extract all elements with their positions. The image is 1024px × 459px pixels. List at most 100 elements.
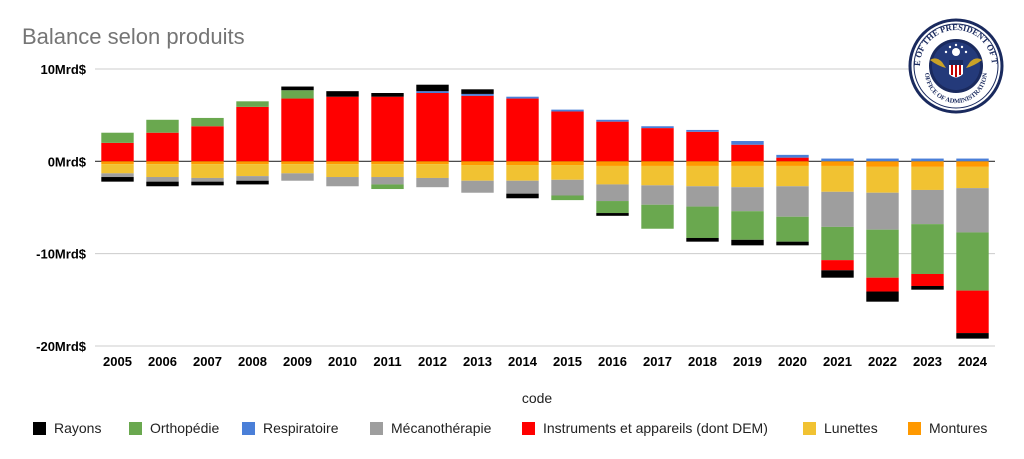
bar-segment <box>506 193 539 199</box>
bar-segment <box>596 213 629 216</box>
bar-segment <box>416 161 449 165</box>
bar-segment <box>686 131 719 162</box>
bar-segment <box>101 164 134 174</box>
x-tick-label: 2019 <box>733 354 762 369</box>
bar-segment <box>326 161 359 165</box>
bar-segment <box>551 161 584 166</box>
bar-segment <box>731 141 764 145</box>
bar-segment <box>776 161 809 166</box>
bar-segment <box>236 180 269 185</box>
bar-segment <box>191 117 224 127</box>
bar-segment <box>821 161 854 166</box>
bar-segment <box>911 161 944 167</box>
bar-segment <box>821 158 854 162</box>
x-tick-label: 2023 <box>913 354 942 369</box>
legend-item[interactable]: Orthopédie <box>129 420 219 436</box>
bar-segment <box>461 161 494 166</box>
chart-title: Balance selon produits <box>22 24 245 49</box>
legend-swatch <box>129 422 142 435</box>
bar-segment <box>506 98 539 162</box>
bar-segment <box>101 161 134 165</box>
x-tick-label: 2009 <box>283 354 312 369</box>
x-tick-label: 2007 <box>193 354 222 369</box>
bar-segment <box>551 111 584 162</box>
bar-segment <box>461 89 494 94</box>
bar-segment <box>506 180 539 194</box>
bar-segment <box>461 180 494 193</box>
bar-segment <box>776 241 809 246</box>
bar-segment <box>641 165 674 186</box>
bar-segment <box>776 186 809 217</box>
bar-segment <box>191 177 224 182</box>
bar-segment <box>686 186 719 207</box>
bar-segment <box>146 132 179 162</box>
bar-segment <box>191 126 224 162</box>
bar-segment <box>866 166 899 193</box>
x-tick-label: 2016 <box>598 354 627 369</box>
bar-segment <box>191 181 224 186</box>
bar-segment <box>371 161 404 165</box>
legend-swatch <box>522 422 535 435</box>
bar-segment <box>146 119 179 133</box>
bar-segment <box>956 161 989 167</box>
bar-segment <box>236 161 269 165</box>
bar-segment <box>956 188 989 233</box>
bar-segment <box>416 91 449 94</box>
bar-segment <box>596 184 629 202</box>
bar-segment <box>866 192 899 230</box>
bar-segment <box>686 129 719 132</box>
bar-segment <box>776 154 809 158</box>
bar-segment <box>506 96 539 99</box>
legend-item[interactable]: Respiratoire <box>242 420 339 436</box>
bar-segment <box>551 195 584 201</box>
legend-item[interactable]: Rayons <box>33 420 101 436</box>
legend-item[interactable]: Lunettes <box>803 420 878 436</box>
legend-label: Rayons <box>54 420 101 436</box>
bar-segment <box>866 229 899 278</box>
y-tick-label: -20Mrd$ <box>36 339 87 354</box>
legend-swatch <box>803 422 816 435</box>
bar-segment <box>956 232 989 291</box>
x-tick-label: 2018 <box>688 354 717 369</box>
bar-segment <box>236 176 269 181</box>
bar-segment <box>866 158 899 162</box>
bar-segment <box>551 179 584 196</box>
bar-segment <box>146 181 179 187</box>
bar-segment <box>281 86 314 91</box>
legend-label: Lunettes <box>824 420 878 436</box>
bar-segment <box>551 165 584 180</box>
bar-segment <box>191 164 224 178</box>
bar-segment <box>956 333 989 339</box>
legend-label: Orthopédie <box>150 420 219 436</box>
bar-segment <box>281 98 314 162</box>
bar-segment <box>236 101 269 107</box>
bar-segment <box>911 189 944 225</box>
bar-segment <box>911 273 944 286</box>
bar-segment <box>641 185 674 205</box>
bar-segment <box>371 96 404 162</box>
bar-segment <box>371 164 404 178</box>
legend-label: Mécanothérapie <box>391 420 492 436</box>
bar-segment <box>731 187 764 212</box>
bar-segment <box>911 166 944 190</box>
bar-segment <box>461 165 494 181</box>
x-tick-label: 2014 <box>508 354 538 369</box>
bar-segment <box>461 93 494 96</box>
legend[interactable]: Rayons Orthopédie Respiratoire Mécanothérap… <box>33 420 987 436</box>
y-tick-label: 0Mrd$ <box>48 154 87 169</box>
bar-segment <box>596 119 629 122</box>
y-axis-ticks: 10Mrd$ 0Mrd$ -10Mrd$ -20Mrd$ <box>36 62 87 354</box>
bar-segment <box>326 164 359 178</box>
bar-segment <box>506 161 539 166</box>
legend-item[interactable]: Montures <box>908 420 987 436</box>
bar-segment <box>866 291 899 302</box>
x-tick-label: 2012 <box>418 354 447 369</box>
legend-item[interactable]: Instruments et appareils (dont DEM) <box>522 420 768 436</box>
x-tick-label: 2024 <box>958 354 988 369</box>
legend-item[interactable]: Mécanothérapie <box>370 420 492 436</box>
bar-segment <box>686 237 719 242</box>
bar-segment <box>821 165 854 192</box>
bar-segment <box>596 165 629 185</box>
x-tick-label: 2008 <box>238 354 267 369</box>
